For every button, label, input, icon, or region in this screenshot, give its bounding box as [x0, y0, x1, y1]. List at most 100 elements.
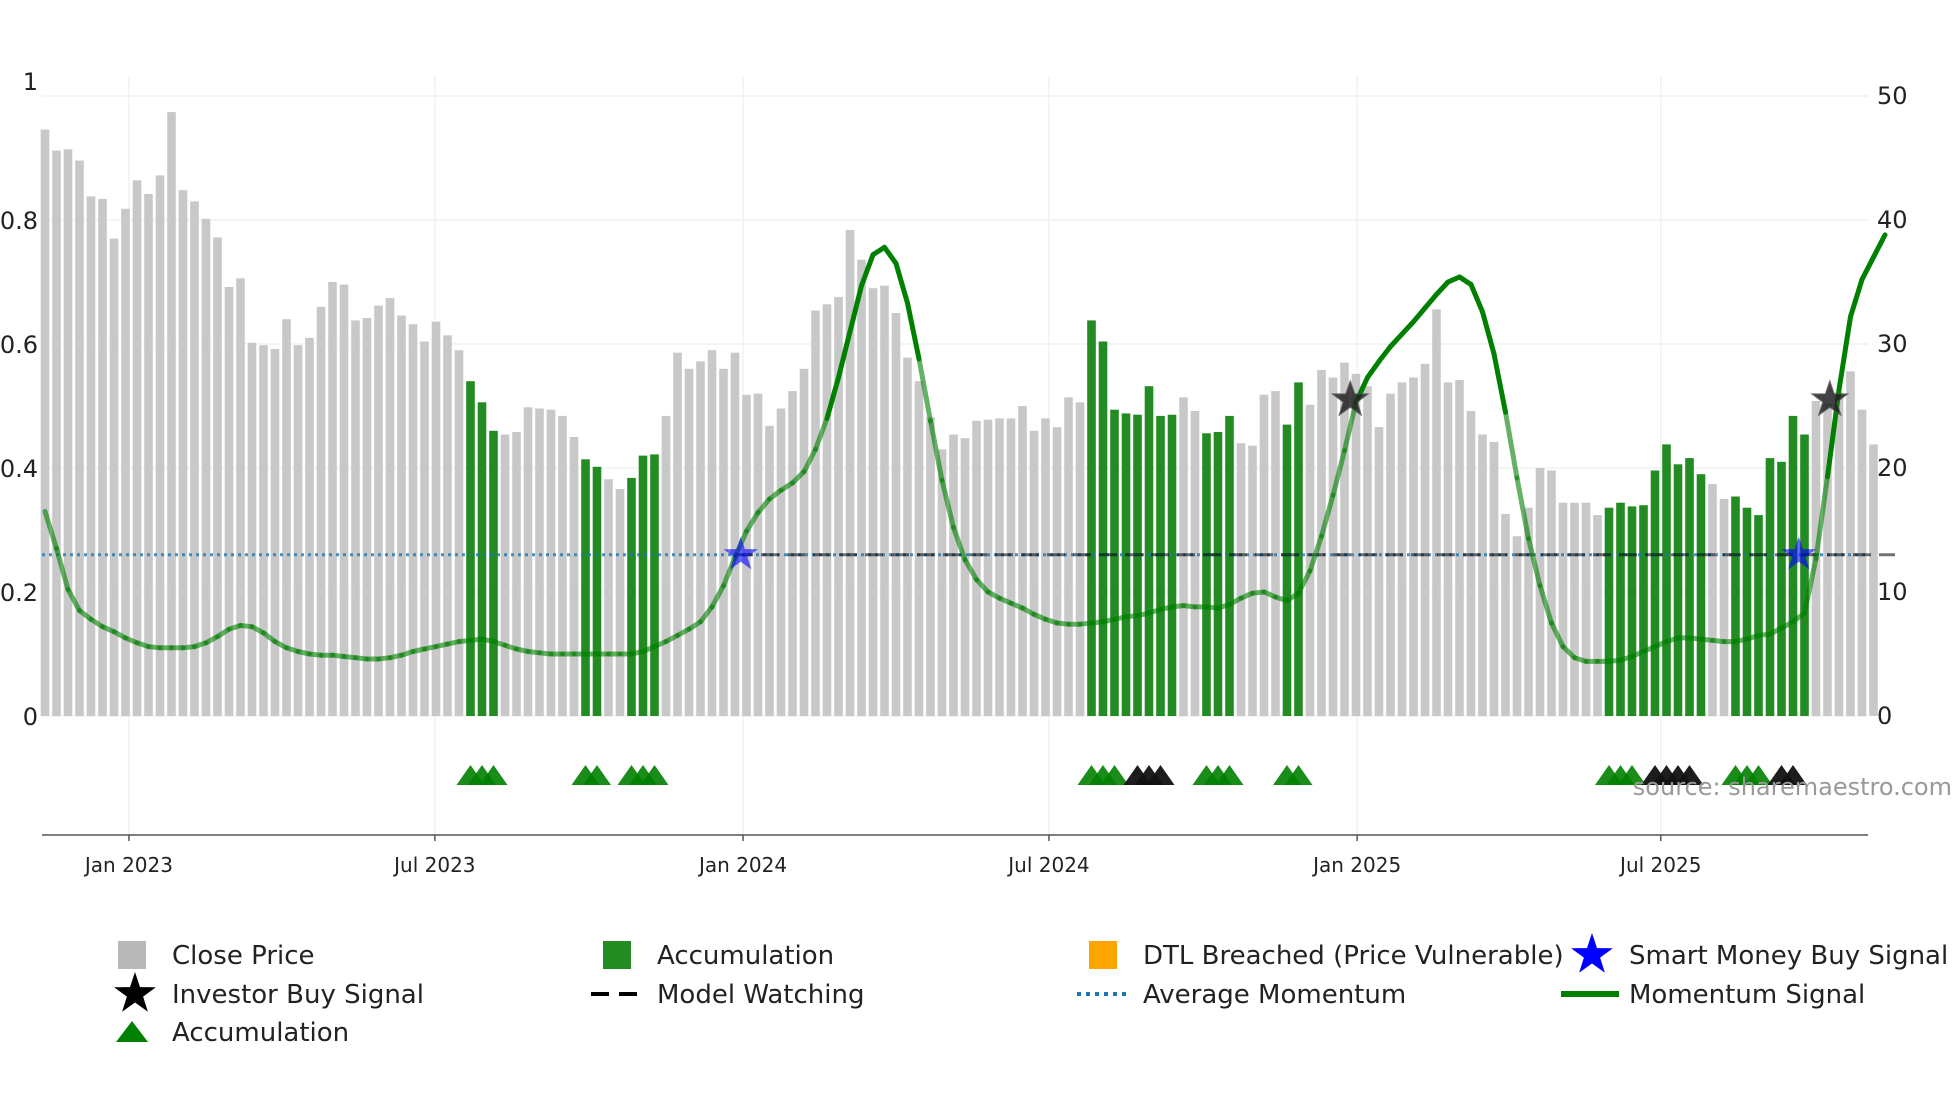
x-tick-label: Jul 2024 — [1006, 853, 1089, 877]
left-tick-label: 1 — [23, 68, 38, 96]
accumulation-bar — [1225, 415, 1234, 716]
price-bar — [960, 438, 970, 716]
legend-square-icon — [603, 941, 631, 969]
price-bar — [1305, 404, 1315, 716]
price-bar — [799, 368, 809, 716]
momentum-segment — [1296, 568, 1313, 596]
momentum-segment — [962, 557, 979, 583]
accumulation-bar — [1662, 444, 1671, 716]
price-bar — [213, 237, 222, 716]
price-bar — [972, 420, 981, 716]
price-bar — [270, 349, 280, 716]
accumulation-bar — [1133, 414, 1142, 716]
legend-square-icon — [118, 941, 146, 969]
price-bar — [995, 418, 1004, 716]
left-tick-label: 0.6 — [0, 331, 38, 359]
price-bar — [834, 296, 843, 716]
price-bar — [822, 304, 832, 716]
momentum-segment — [54, 546, 71, 592]
accumulation-triangle-icon — [1675, 765, 1704, 785]
price-bar — [949, 434, 958, 716]
price-bar — [98, 198, 107, 716]
price-bar — [1328, 377, 1338, 716]
price-bar — [1064, 397, 1073, 716]
investor-buy-star-icon — [1810, 379, 1850, 417]
price-bar — [305, 337, 314, 716]
price-bar — [661, 415, 671, 716]
right-tick-label: 30 — [1877, 330, 1908, 358]
momentum-segment — [1480, 309, 1497, 357]
legend-label: Accumulation — [657, 941, 834, 971]
accumulation-bar — [1685, 458, 1694, 716]
accumulation-bar — [1121, 413, 1131, 716]
accumulation-bar — [1294, 382, 1303, 716]
momentum-segment — [1376, 344, 1393, 364]
accumulation-triangle-icon — [1618, 765, 1646, 785]
price-bar — [362, 318, 372, 716]
momentum-segment — [836, 329, 853, 380]
accumulation-triangle-icon — [479, 765, 508, 785]
price-bar — [1397, 382, 1407, 716]
price-bar — [1501, 513, 1510, 716]
price-bar — [1524, 507, 1533, 716]
momentum-segment — [1526, 536, 1543, 589]
signal-markers — [456, 379, 1850, 785]
price-bar — [673, 352, 682, 716]
price-bar — [1558, 502, 1568, 716]
momentum-segment — [882, 244, 899, 266]
price-bar — [408, 324, 418, 716]
legend-item-momentum: Momentum Signal — [1561, 980, 1865, 1010]
legend-triangle-icon — [116, 1021, 148, 1042]
price-bar — [167, 112, 176, 717]
momentum-segment — [1411, 305, 1428, 325]
price-bar — [707, 350, 717, 716]
price-bar — [190, 201, 199, 716]
price-bar — [512, 432, 521, 716]
price-bar — [1512, 536, 1522, 716]
momentum-segment — [1491, 351, 1508, 415]
legend-square-icon — [1089, 941, 1117, 969]
accumulation-bar — [1087, 320, 1096, 716]
accumulation-bar — [1156, 415, 1165, 716]
accumulation-triangle-icon — [1284, 765, 1313, 785]
accumulation-triangle-icon — [1744, 765, 1773, 785]
price-bar — [776, 408, 786, 716]
momentum-segment — [801, 446, 818, 475]
price-bar — [880, 285, 889, 716]
accumulation-bar — [1110, 409, 1119, 716]
price-bar — [926, 417, 935, 716]
price-bar — [1351, 373, 1361, 716]
price-bar — [443, 335, 452, 716]
price-bar — [1363, 386, 1372, 716]
accumulation-bar — [1673, 464, 1683, 716]
legend-star-icon — [114, 972, 156, 1012]
price-bar — [1432, 309, 1441, 716]
momentum-segment — [1848, 277, 1865, 320]
momentum-segment — [1307, 533, 1324, 574]
price-bar — [236, 278, 245, 716]
price-bar — [1190, 411, 1200, 716]
price-bar — [1409, 377, 1418, 716]
momentum-segment — [893, 260, 910, 306]
price-bar — [500, 434, 510, 716]
price-bar — [316, 306, 326, 716]
momentum-segment — [709, 583, 726, 610]
legend-item-accumulation_bar: Accumulation — [603, 941, 834, 971]
momentum-segment — [1560, 644, 1577, 661]
accumulation-bar — [1765, 458, 1775, 716]
price-bar — [857, 259, 866, 716]
price-bar — [1236, 443, 1246, 716]
smart-money-star-icon — [1781, 536, 1816, 570]
momentum-segment — [916, 356, 933, 424]
right-tick-label: 50 — [1877, 82, 1908, 110]
accumulation-triangle-icon — [583, 765, 611, 785]
price-bar — [1570, 502, 1579, 716]
momentum-segment — [859, 252, 876, 289]
accumulation-triangle-icon — [1146, 765, 1175, 785]
right-tick-label: 0 — [1877, 702, 1892, 730]
price-bars — [40, 112, 1878, 717]
price-bar — [224, 287, 234, 716]
accumulation-bar — [466, 381, 475, 716]
momentum-segment — [744, 510, 761, 534]
price-bar — [569, 437, 579, 716]
